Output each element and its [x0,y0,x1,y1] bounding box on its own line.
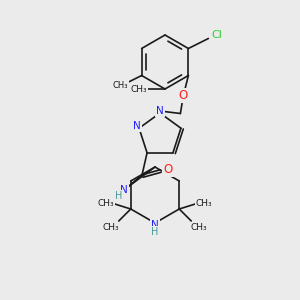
Text: CH₃: CH₃ [131,85,147,94]
Text: Cl: Cl [211,31,222,40]
Text: CH₃: CH₃ [196,199,213,208]
Text: CH₃: CH₃ [102,223,119,232]
Text: N: N [156,106,164,116]
Text: CH₃: CH₃ [98,199,114,208]
Text: O: O [179,89,188,102]
Text: CH₃: CH₃ [113,81,128,90]
Text: CH₃: CH₃ [191,223,208,232]
Text: H: H [116,191,123,201]
Text: O: O [164,163,173,176]
Text: N: N [151,220,159,230]
Text: N: N [120,185,128,195]
Text: H: H [151,227,159,237]
Text: N: N [133,121,141,131]
